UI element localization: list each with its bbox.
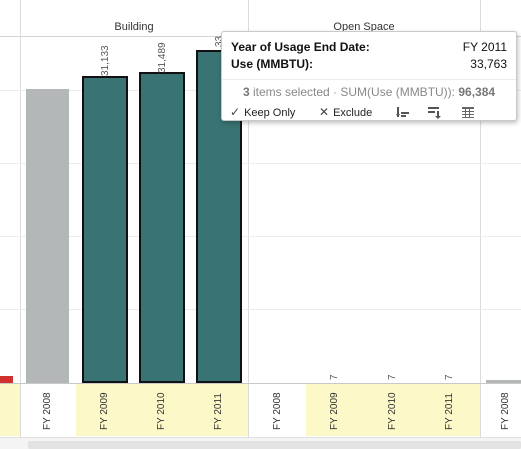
exclude-button[interactable]: ✕ Exclude (319, 104, 372, 120)
tooltip-separator-dot: · (333, 85, 338, 99)
pane-divider (248, 0, 249, 449)
bar-value-label: 7 (329, 374, 340, 380)
red-mark[interactable] (0, 376, 13, 383)
pane-header-open-space-label: Open Space (333, 21, 395, 33)
bar-next-pane[interactable] (486, 380, 521, 383)
tooltip-divider (222, 79, 516, 80)
axis-label-fy2009[interactable]: FY 2009 (329, 392, 340, 430)
bar-value-label: 7 (444, 374, 455, 380)
bar-value-label: 7 (387, 374, 398, 380)
tooltip-use-value: 33,763 (470, 57, 507, 71)
gridline (0, 163, 521, 164)
tooltip-use-label: Use (MMBTU): (231, 57, 313, 71)
bar-building-fy2008[interactable] (26, 89, 69, 383)
axis-label-fy2011[interactable]: FY 2011 (213, 393, 224, 430)
axis-band-selected (76, 384, 248, 436)
bar-building-fy2009[interactable] (82, 76, 128, 383)
axis-label-fy2009[interactable]: FY 2009 (99, 392, 110, 430)
view-data-icon[interactable] (460, 104, 476, 120)
exclude-label: Exclude (333, 107, 373, 119)
tooltip-selected-text: items selected (252, 85, 330, 99)
pane-header-building-label: Building (114, 21, 154, 33)
tooltip: Year of Usage End Date: FY 2011 Use (MMB… (221, 31, 517, 121)
axis-band (0, 384, 20, 436)
checkmark-icon: ✓ (230, 105, 241, 119)
pane-header-building[interactable]: Building (20, 18, 248, 37)
tooltip-selected-count: 3 (242, 85, 250, 99)
pane-divider (480, 0, 481, 449)
axis-label-fy2008[interactable]: FY 2008 (272, 392, 283, 430)
x-icon: ✕ (319, 105, 330, 119)
axis-label-fy2010[interactable]: FY 2010 (156, 392, 167, 430)
tooltip-total: 96,384 (458, 85, 496, 99)
pane-divider (20, 0, 21, 449)
axis-baseline (0, 383, 521, 384)
axis-label-fy2011[interactable]: FY 2011 (444, 393, 455, 430)
bar-value-label: 31,133 (100, 45, 111, 76)
tooltip-actions: ✓ Keep Only ✕ Exclude (230, 103, 508, 121)
bar-value-label: 31,489 (157, 42, 168, 73)
axis-label-fy2008[interactable]: FY 2008 (42, 392, 53, 430)
gridline (0, 236, 521, 237)
axis-label-fy2010[interactable]: FY 2010 (387, 392, 398, 430)
sort-ascending-icon[interactable] (426, 104, 442, 120)
axis-label-fy2008[interactable]: FY 2008 (500, 392, 511, 430)
tooltip-row-use: Use (MMBTU): 33,763 (231, 57, 507, 71)
tooltip-row-year: Year of Usage End Date: FY 2011 (231, 40, 507, 54)
tooltip-year-label: Year of Usage End Date: (231, 40, 370, 54)
scrollbar-thumb[interactable] (28, 441, 521, 449)
keep-only-button[interactable]: ✓ Keep Only (230, 104, 295, 120)
sort-descending-icon[interactable] (395, 104, 411, 120)
gridline (0, 309, 521, 310)
axis-band-selected (306, 384, 480, 436)
tooltip-summary: 3 items selected · SUM(Use (MMBTU)): 96,… (222, 85, 516, 99)
row-header-blank (0, 0, 20, 37)
tooltip-measure: SUM(Use (MMBTU)): (340, 85, 456, 99)
keep-only-label: Keep Only (244, 107, 296, 119)
tooltip-year-value: FY 2011 (462, 40, 507, 54)
bar-building-fy2010[interactable] (139, 72, 185, 383)
